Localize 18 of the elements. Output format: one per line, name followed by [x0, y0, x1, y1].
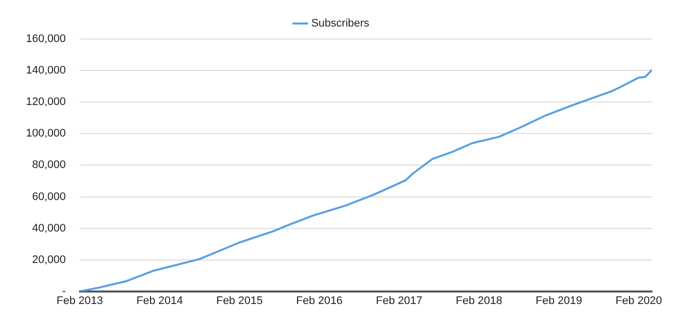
- x-tick-label: Feb 2013: [56, 295, 104, 308]
- y-tick-label: 140,000: [26, 64, 66, 77]
- y-tick-label: 40,000: [32, 222, 66, 234]
- y-tick-label: -: [62, 285, 66, 298]
- y-tick-label: 60,000: [32, 190, 66, 203]
- y-tick-label: 100,000: [26, 128, 66, 140]
- y-tick-label: 160,000: [26, 33, 66, 46]
- x-tick-label: Feb 2016: [296, 295, 343, 308]
- y-tick-label: 120,000: [26, 96, 66, 108]
- y-tick-label: 80,000: [32, 159, 66, 172]
- x-tick-label: Feb 2014: [136, 295, 183, 308]
- x-tick-label: Feb 2018: [456, 295, 502, 308]
- x-tick-label: Feb 2020: [615, 295, 662, 308]
- x-tick-label: Feb 2015: [216, 295, 263, 308]
- x-tick-label: Feb 2017: [376, 295, 422, 308]
- legend-label: Subscribers: [311, 18, 370, 30]
- x-tick-label: Feb 2019: [536, 295, 582, 308]
- y-tick-label: 20,000: [32, 254, 66, 266]
